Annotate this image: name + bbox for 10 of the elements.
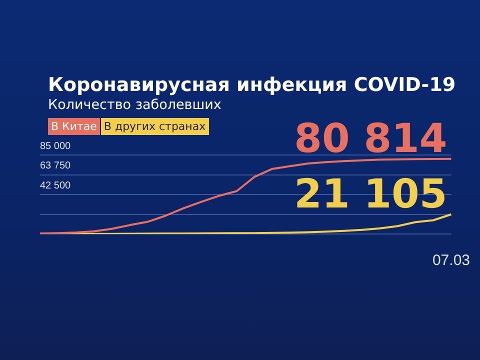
data-label: 21 105 [294, 171, 448, 218]
y-tick-label: 63 750 [40, 160, 72, 172]
y-tick-label: 85 000 [40, 140, 72, 152]
chart-title: Коронавирусная инфекция COVID-19 [48, 74, 456, 96]
y-tick-label: 42 500 [40, 180, 72, 192]
x-tick-label: 07.03 [432, 252, 470, 270]
text: В других странах [100, 118, 209, 135]
text: В Китае [48, 118, 100, 135]
data-label: 80 814 [294, 116, 448, 162]
chart-subtitle: Количество заболевших [48, 97, 222, 113]
